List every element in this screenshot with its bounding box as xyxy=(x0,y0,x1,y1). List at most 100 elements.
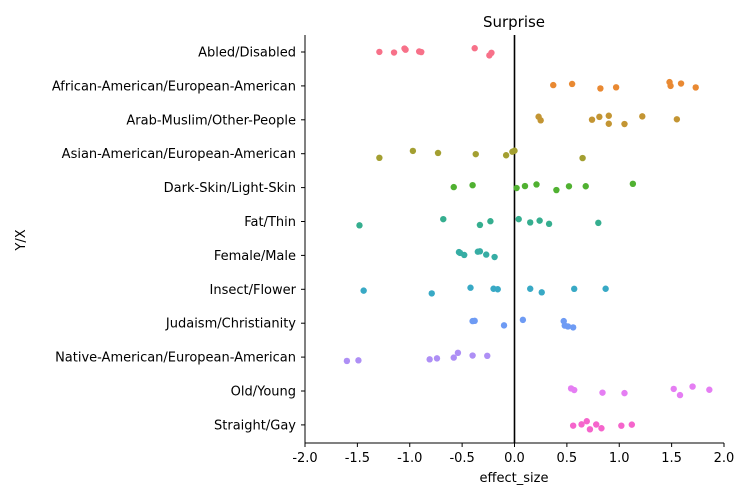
data-point xyxy=(676,391,684,399)
data-point xyxy=(476,221,484,229)
data-point xyxy=(602,285,609,292)
data-point xyxy=(578,421,585,428)
data-point xyxy=(418,48,425,56)
data-point xyxy=(571,386,578,394)
data-point xyxy=(550,81,557,89)
data-point xyxy=(582,183,589,190)
data-point xyxy=(612,84,620,91)
data-point xyxy=(536,217,543,224)
data-point xyxy=(538,289,545,296)
data-point xyxy=(402,46,409,53)
data-point xyxy=(586,426,594,433)
data-point xyxy=(588,116,596,123)
x-axis-label: effect_size xyxy=(480,471,549,486)
data-point xyxy=(500,322,508,329)
data-point xyxy=(621,120,628,128)
data-point xyxy=(471,317,478,325)
data-point xyxy=(355,357,362,364)
data-point xyxy=(433,355,441,362)
data-point xyxy=(667,82,674,90)
data-point xyxy=(597,85,604,92)
data-point xyxy=(706,386,713,393)
scatter-points xyxy=(343,45,713,433)
data-point xyxy=(483,251,490,258)
data-point xyxy=(605,120,612,127)
data-point xyxy=(621,389,628,397)
data-point xyxy=(343,357,351,365)
data-point xyxy=(491,253,498,261)
data-point xyxy=(595,219,602,227)
data-point xyxy=(472,150,479,158)
data-point xyxy=(545,220,553,228)
data-point xyxy=(599,389,606,396)
y-tick-label: Asian-American/European-American xyxy=(62,147,296,162)
data-point xyxy=(673,116,681,123)
data-point xyxy=(579,154,586,162)
data-point xyxy=(521,182,529,190)
x-tick-label: -2.0 xyxy=(292,451,317,466)
x-tick-label: 1.0 xyxy=(609,451,630,466)
y-axis: Abled/Disabled African-American/European-… xyxy=(52,46,305,433)
data-point xyxy=(527,285,534,292)
data-point xyxy=(677,80,685,87)
data-point xyxy=(450,183,457,191)
y-tick-label: Old/Young xyxy=(231,385,296,400)
data-point xyxy=(428,290,435,297)
data-point xyxy=(376,154,383,162)
y-tick-label: Insect/Flower xyxy=(210,283,297,298)
x-tick-label: -1.0 xyxy=(397,451,422,466)
y-tick-label: Judaism/Christianity xyxy=(165,317,296,332)
y-tick-label: Arab-Muslim/Other-People xyxy=(126,113,296,128)
data-point xyxy=(467,284,474,291)
y-tick-label: Native-American/European-American xyxy=(55,351,296,366)
data-point xyxy=(583,418,590,425)
data-point xyxy=(533,181,540,188)
data-point xyxy=(593,421,600,428)
y-tick-label: Fat/Thin xyxy=(244,215,296,230)
data-point xyxy=(569,324,577,331)
data-point xyxy=(454,349,462,357)
x-tick-label: 0.5 xyxy=(557,451,578,466)
data-point xyxy=(409,147,417,155)
data-point xyxy=(502,152,510,159)
x-axis: -2.0 -1.5 -1.0 -0.5 0.0 0.5 1.0 1.5 2.0 xyxy=(292,443,734,466)
data-point xyxy=(605,112,612,119)
data-point xyxy=(511,147,518,154)
x-tick-label: 2.0 xyxy=(714,451,735,466)
data-point xyxy=(689,383,696,390)
data-point xyxy=(568,80,576,88)
data-point xyxy=(440,215,447,223)
y-tick-label: Straight/Gay xyxy=(214,418,296,433)
data-point xyxy=(629,180,637,188)
data-point xyxy=(494,286,501,293)
y-axis-label: Y/X xyxy=(14,229,29,251)
data-point xyxy=(537,117,544,124)
data-point xyxy=(390,49,398,56)
data-point xyxy=(628,421,636,428)
data-point xyxy=(553,186,560,194)
data-point xyxy=(670,385,677,393)
data-point xyxy=(692,84,699,91)
data-point xyxy=(471,45,478,52)
chart-title: Surprise xyxy=(483,13,545,31)
x-tick-label: 0.0 xyxy=(504,451,525,466)
y-tick-label: Female/Male xyxy=(214,249,296,264)
data-point xyxy=(434,149,442,157)
data-point xyxy=(598,425,605,432)
data-point xyxy=(426,356,433,363)
y-tick-label: Dark-Skin/Light-Skin xyxy=(164,181,296,196)
data-point xyxy=(513,184,520,192)
data-point xyxy=(476,248,484,255)
data-point xyxy=(488,49,495,57)
data-point xyxy=(564,323,572,330)
x-tick-label: -0.5 xyxy=(449,451,474,466)
data-point xyxy=(527,219,534,226)
data-point xyxy=(618,422,625,429)
data-point xyxy=(469,352,476,359)
data-point xyxy=(565,183,573,190)
data-point xyxy=(360,287,367,294)
data-point xyxy=(450,354,457,361)
data-point xyxy=(376,48,383,56)
data-point xyxy=(484,352,491,360)
